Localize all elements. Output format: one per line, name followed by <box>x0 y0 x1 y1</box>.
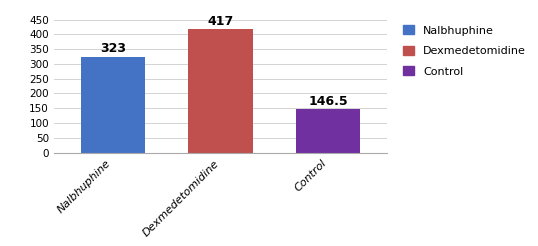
Text: 323: 323 <box>100 42 126 55</box>
Bar <box>296 109 360 153</box>
Bar <box>81 57 145 153</box>
Legend: Nalbhuphine, Dexmedetomidine, Control: Nalbhuphine, Dexmedetomidine, Control <box>403 25 526 77</box>
Text: 417: 417 <box>208 15 233 28</box>
Text: 146.5: 146.5 <box>308 94 348 108</box>
Bar <box>188 30 253 153</box>
